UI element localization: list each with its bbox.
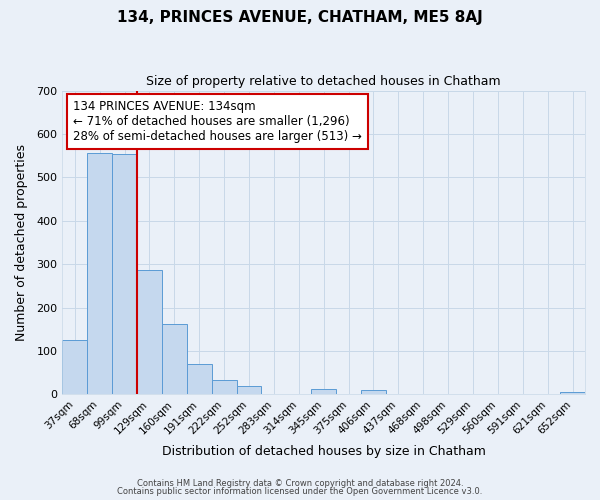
Text: 134 PRINCES AVENUE: 134sqm
← 71% of detached houses are smaller (1,296)
28% of s: 134 PRINCES AVENUE: 134sqm ← 71% of deta…	[73, 100, 362, 142]
Bar	[212, 380, 236, 394]
Bar	[361, 390, 386, 394]
Bar	[162, 324, 187, 394]
Title: Size of property relative to detached houses in Chatham: Size of property relative to detached ho…	[146, 75, 501, 88]
Text: Contains HM Land Registry data © Crown copyright and database right 2024.: Contains HM Land Registry data © Crown c…	[137, 478, 463, 488]
X-axis label: Distribution of detached houses by size in Chatham: Distribution of detached houses by size …	[162, 444, 485, 458]
Bar	[87, 152, 112, 394]
Bar	[137, 270, 162, 394]
Bar	[236, 386, 262, 394]
Text: 134, PRINCES AVENUE, CHATHAM, ME5 8AJ: 134, PRINCES AVENUE, CHATHAM, ME5 8AJ	[117, 10, 483, 25]
Bar	[187, 364, 212, 394]
Text: Contains public sector information licensed under the Open Government Licence v3: Contains public sector information licen…	[118, 487, 482, 496]
Bar	[311, 389, 336, 394]
Bar	[112, 154, 137, 394]
Bar	[62, 340, 87, 394]
Bar	[560, 392, 585, 394]
Y-axis label: Number of detached properties: Number of detached properties	[15, 144, 28, 341]
